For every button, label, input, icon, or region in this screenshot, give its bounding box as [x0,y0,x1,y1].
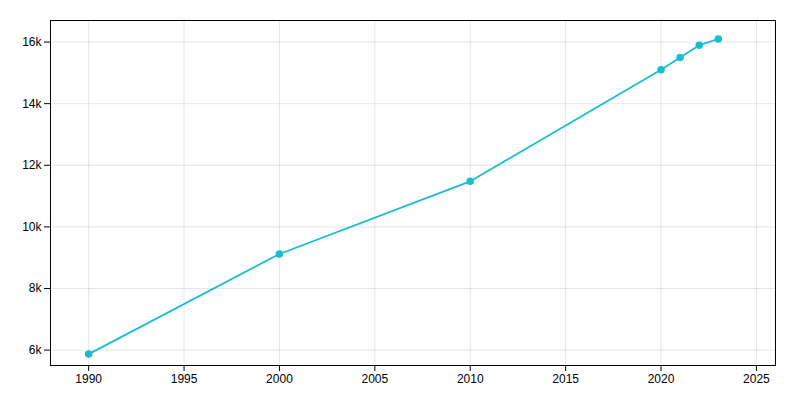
svg-text:1995: 1995 [171,372,198,386]
svg-text:1990: 1990 [75,372,102,386]
svg-text:12k: 12k [22,158,42,172]
svg-text:2005: 2005 [361,372,388,386]
svg-text:2020: 2020 [648,372,675,386]
svg-text:2015: 2015 [552,372,579,386]
svg-text:16k: 16k [22,35,42,49]
svg-text:8k: 8k [29,281,43,295]
svg-text:14k: 14k [22,97,42,111]
svg-text:2000: 2000 [266,372,293,386]
svg-text:2010: 2010 [457,372,484,386]
svg-text:6k: 6k [29,343,43,357]
svg-text:2025: 2025 [743,372,770,386]
svg-text:10k: 10k [22,220,42,234]
